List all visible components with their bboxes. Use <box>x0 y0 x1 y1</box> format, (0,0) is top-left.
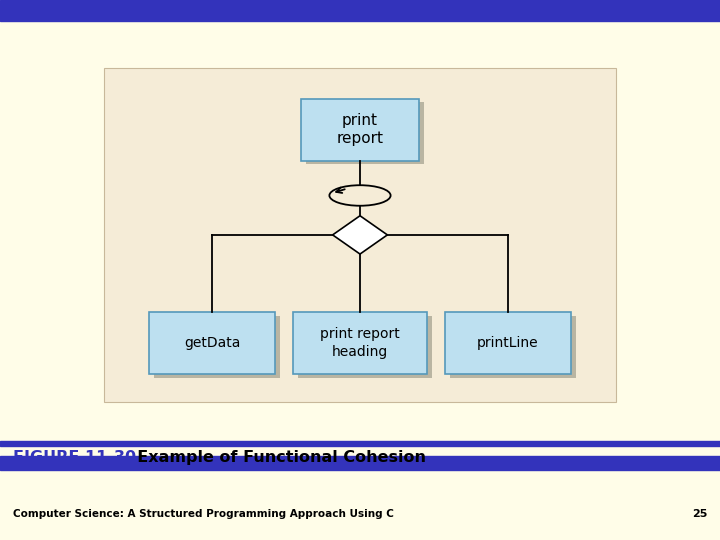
FancyBboxPatch shape <box>150 312 275 374</box>
Text: print report
heading: print report heading <box>320 327 400 359</box>
FancyBboxPatch shape <box>305 102 425 164</box>
Text: Example of Functional Cohesion: Example of Functional Cohesion <box>126 450 426 465</box>
FancyBboxPatch shape <box>104 68 616 402</box>
Bar <box>0 441 720 445</box>
Text: Computer Science: A Structured Programming Approach Using C: Computer Science: A Structured Programmi… <box>13 509 394 519</box>
Text: getData: getData <box>184 336 240 350</box>
FancyBboxPatch shape <box>301 98 419 160</box>
Polygon shape <box>333 216 387 254</box>
Text: 25: 25 <box>692 509 707 519</box>
Text: print
report: print report <box>336 113 384 146</box>
Bar <box>0 0 720 21</box>
FancyBboxPatch shape <box>444 312 571 374</box>
Text: printLine: printLine <box>477 336 539 350</box>
Bar <box>0 456 720 470</box>
FancyBboxPatch shape <box>294 312 426 374</box>
FancyBboxPatch shape <box>449 315 575 378</box>
FancyBboxPatch shape <box>299 315 431 378</box>
FancyBboxPatch shape <box>154 315 280 378</box>
Text: FIGURE 11-30: FIGURE 11-30 <box>13 450 136 465</box>
